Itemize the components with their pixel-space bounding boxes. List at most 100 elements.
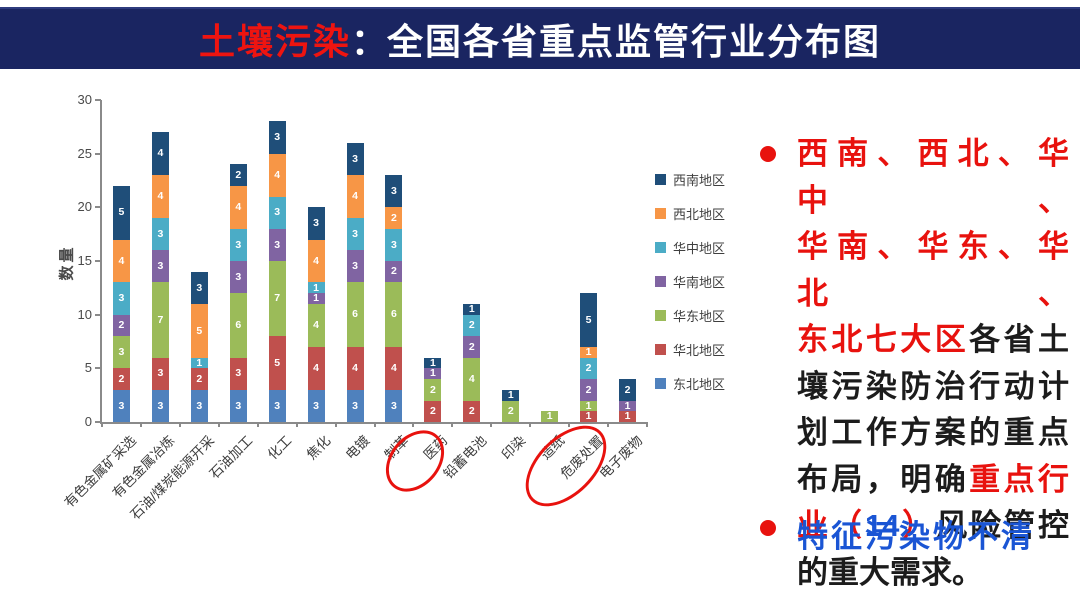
- page-title: 全国各省重点监管行业分布图: [387, 21, 882, 62]
- bar-segment-东北地区: 3: [346, 389, 364, 422]
- bar-segment-华中地区: 1: [307, 282, 325, 294]
- bar-segment-西南地区: 5: [580, 293, 598, 347]
- legend-item: 西南地区: [655, 170, 725, 189]
- bar-segment-西北地区: 4: [268, 153, 286, 197]
- note-text-segment: 西南、西北、华中、: [797, 136, 1069, 218]
- bar-segment-华南地区: 3: [346, 250, 364, 283]
- y-tick-label: 20: [77, 199, 92, 215]
- note-text-segment: ）: [899, 508, 937, 543]
- note-line: 壤污染防治行动计: [797, 364, 1069, 411]
- note-text-segment: 布局，明确: [797, 461, 970, 497]
- bar-segment-华南地区: 2: [463, 336, 481, 358]
- bar-segment-华东地区: 7: [268, 261, 286, 337]
- bar-segment-华东地区: 1: [541, 411, 559, 422]
- page-title-highlight: 土壤污染: [198, 21, 351, 62]
- bar-segment-华中地区: 2: [463, 314, 481, 337]
- y-tick-label: 5: [84, 360, 92, 376]
- y-tick-mark: [95, 367, 101, 370]
- bar-segment-华东地区: 2: [424, 379, 442, 401]
- bar-segment-西南地区: 1: [424, 358, 442, 369]
- note-line: 华南、华东、华北、: [797, 224, 1069, 317]
- bar-segment-华北地区: 1: [619, 411, 637, 422]
- bar-segment-东北地区: 3: [190, 389, 208, 422]
- bar-segment-西南地区: 2: [619, 379, 637, 401]
- note-text-segment: 重点行: [969, 461, 1070, 497]
- bar-segment-西北地区: 1: [580, 347, 598, 358]
- bar-segment-西南地区: 3: [385, 175, 403, 208]
- y-tick-label: 15: [77, 253, 92, 268]
- note-text-segment: 华南、华东、华北、: [797, 229, 1069, 311]
- bar-segment-华北地区: 3: [151, 357, 169, 390]
- legend-swatch-西北地区: [655, 208, 666, 219]
- bar-segment-华东地区: 6: [346, 282, 364, 347]
- y-tick-label: 30: [77, 92, 92, 107]
- x-axis-label: 印染: [498, 432, 529, 463]
- x-tick-mark: [178, 422, 181, 427]
- note-text-segment: 各省土: [969, 322, 1070, 357]
- bar-segment-华中地区: 3: [229, 228, 247, 261]
- note-line: 划工作方案的重点: [797, 410, 1069, 457]
- note-line: 业（14）风险管控: [797, 503, 1069, 550]
- note-text-segment: 壤污染防治行动计: [797, 368, 1069, 404]
- note-line: 布局，明确重点行: [797, 457, 1069, 504]
- x-tick-mark: [373, 422, 376, 427]
- bar-segment-东北地区: 3: [151, 389, 169, 422]
- bar-segment-西北地区: 4: [112, 239, 130, 283]
- legend-label: 华北地区: [673, 343, 726, 358]
- y-tick-mark: [95, 313, 101, 316]
- page-title-separator: ：: [350, 21, 387, 62]
- bar-segment-西南地区: 3: [307, 207, 325, 240]
- bar-segment-华北地区: 2: [463, 400, 481, 422]
- bar-segment-东北地区: 3: [307, 389, 325, 422]
- bar-segment-华北地区: 2: [190, 368, 208, 390]
- note-bullet-2: 特征污染物不清: [797, 519, 1035, 554]
- bar-segment-东北地区: 3: [268, 389, 286, 422]
- bar-segment-华南地区: 3: [268, 228, 286, 261]
- bar-segment-华南地区: 1: [307, 293, 325, 304]
- legend-item: 西北地区: [655, 204, 725, 223]
- y-tick-label: 10: [77, 306, 92, 322]
- bar-segment-西北地区: 2: [385, 207, 403, 229]
- x-tick-mark: [256, 422, 259, 427]
- note-line: 东北七大区各省土: [797, 317, 1069, 364]
- note-text-segment: 风险管控: [936, 508, 1070, 543]
- bar-segment-华南地区: 3: [151, 250, 169, 283]
- x-axis-label: 电镀: [342, 432, 373, 463]
- legend-swatch-华南地区: [655, 276, 666, 287]
- bar-segment-华北地区: 4: [307, 346, 325, 390]
- bar-segment-西北地区: 4: [346, 175, 364, 219]
- chart-legend: 西南地区 西北地区 华中地区 华南地区 华东地区 华北地区 东北地区: [655, 170, 725, 408]
- bar-segment-西南地区: 5: [112, 185, 130, 240]
- bar-segment-华中地区: 1: [190, 358, 208, 369]
- bar-segment-华北地区: 1: [580, 411, 598, 422]
- legend-label: 华东地区: [673, 309, 726, 324]
- bar-segment-华北地区: 4: [346, 346, 364, 390]
- legend-item: 华中地区: [655, 238, 725, 257]
- legend-swatch-华东地区: [655, 310, 666, 321]
- x-tick-mark: [139, 422, 142, 427]
- legend-item: 华北地区: [655, 340, 725, 359]
- y-tick-mark: [95, 152, 101, 155]
- x-tick-mark: [607, 422, 610, 427]
- bar-segment-华北地区: 4: [385, 346, 403, 390]
- y-tick-label: 0: [84, 414, 92, 429]
- bar-segment-西南地区: 1: [463, 304, 481, 315]
- note-text-segment: 业（: [797, 508, 865, 543]
- x-tick-mark: [334, 422, 337, 427]
- bar-segment-华东地区: 1: [580, 401, 598, 412]
- legend-swatch-西南地区: [655, 174, 666, 185]
- bullet-dot-1: [760, 146, 776, 162]
- y-tick-label: 25: [77, 145, 92, 161]
- bar-segment-华中地区: 2: [580, 357, 598, 380]
- legend-swatch-东北地区: [655, 378, 666, 389]
- bar-segment-东北地区: 3: [229, 389, 247, 422]
- bar-segment-东北地区: 3: [385, 389, 403, 422]
- bar-segment-华中地区: 3: [112, 282, 130, 315]
- bar-segment-华中地区: 3: [268, 196, 286, 229]
- bar-segment-西南地区: 2: [229, 164, 247, 186]
- bar-segment-西南地区: 3: [268, 121, 286, 154]
- legend-item: 华南地区: [655, 272, 725, 291]
- x-axis-label: 焦化: [303, 432, 334, 463]
